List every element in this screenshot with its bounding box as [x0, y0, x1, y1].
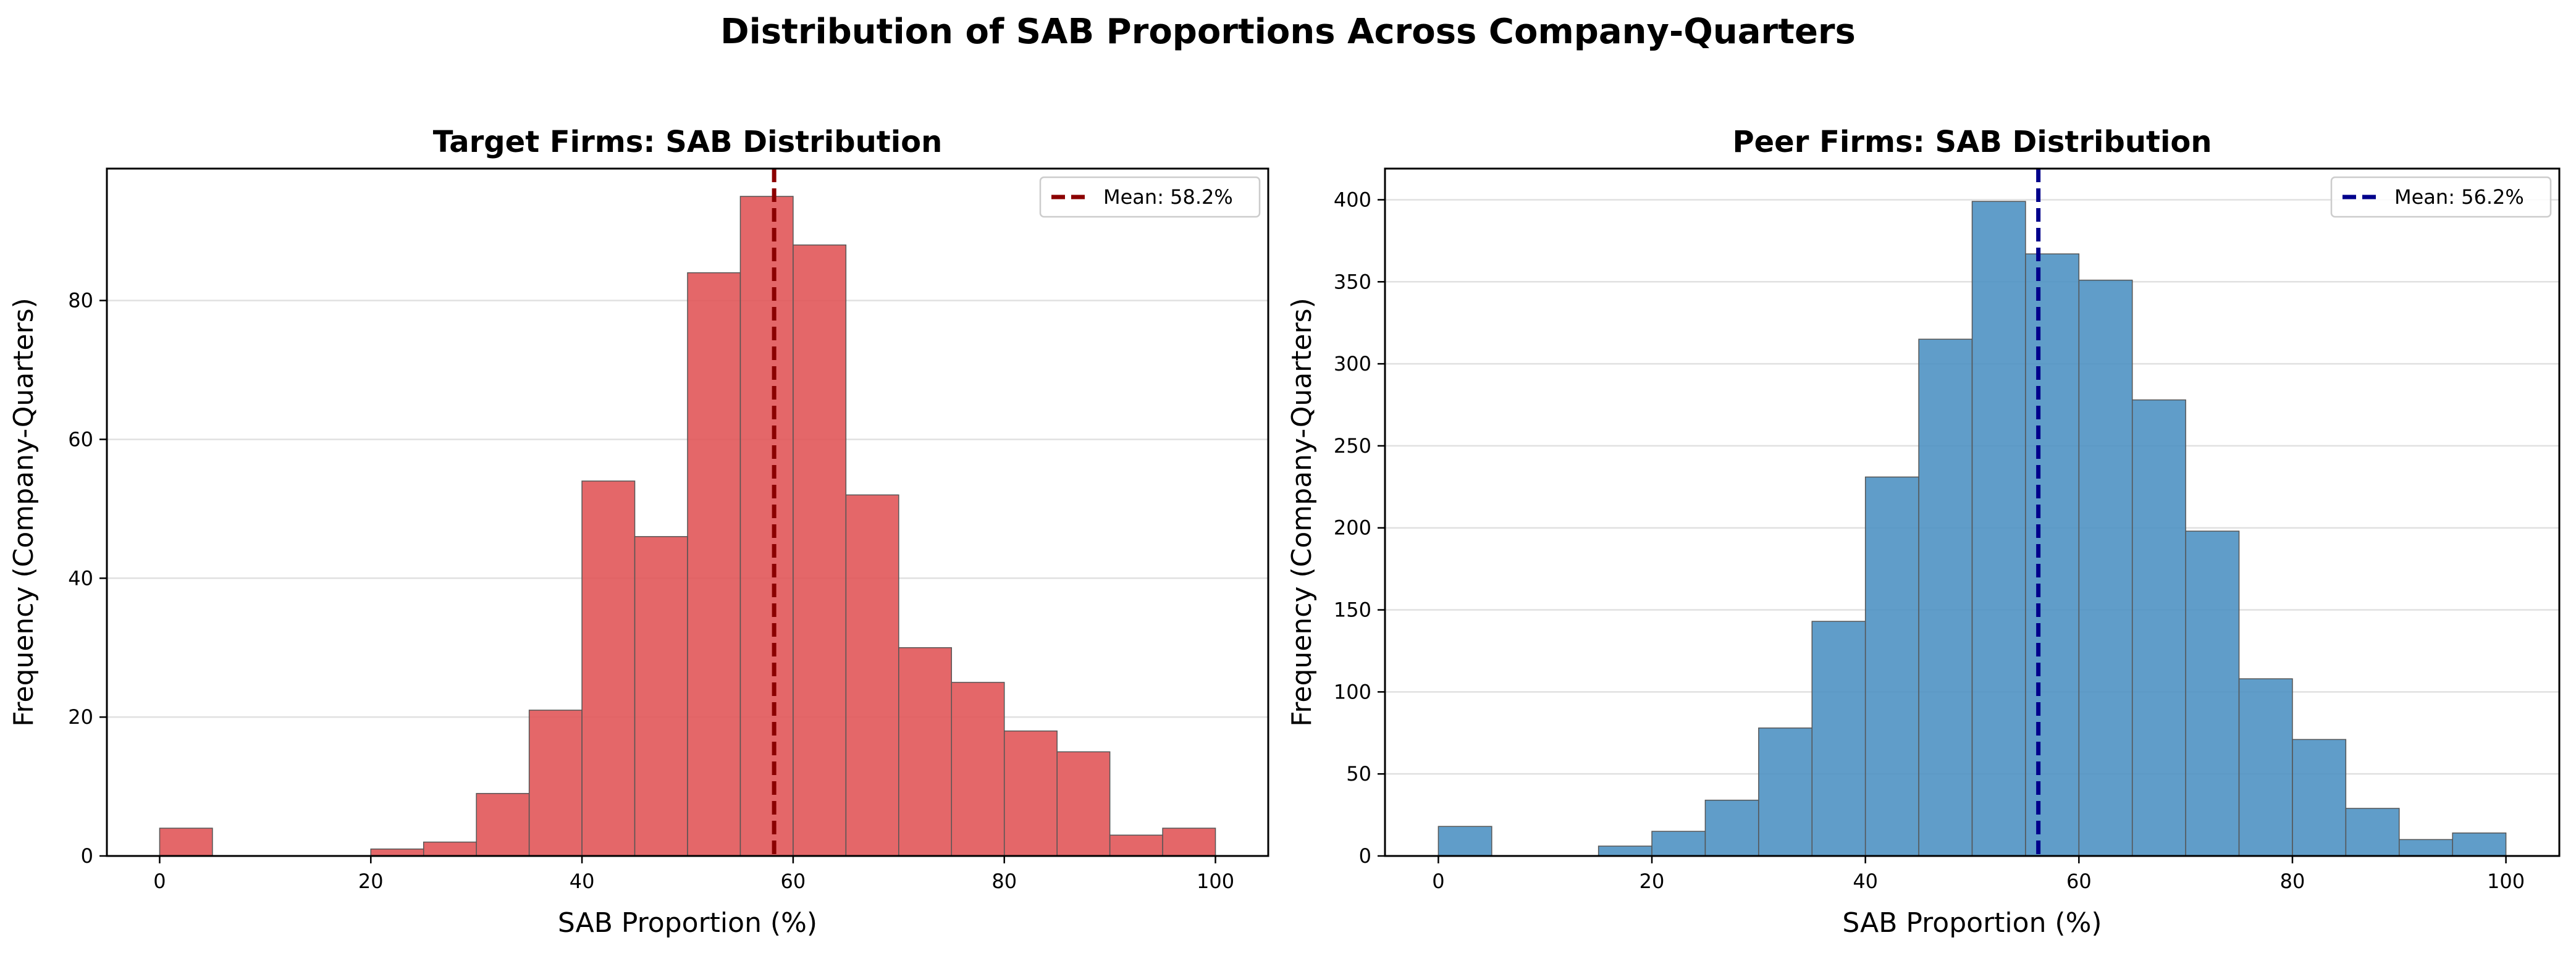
histogram-bar	[2131, 399, 2186, 857]
x-tick-label: 0	[1432, 870, 1444, 893]
histogram-bar	[1704, 799, 1759, 857]
histogram-bar	[845, 494, 899, 857]
y-tick-label: 0	[1359, 844, 1371, 868]
y-tick-label: 150	[1334, 598, 1371, 622]
histogram-bar	[1162, 828, 1216, 857]
histogram-bar	[2452, 832, 2507, 857]
histogram-bar	[1003, 730, 1058, 857]
histogram-bar	[581, 480, 636, 857]
histogram-bar	[1437, 826, 1492, 857]
x-axis-label: SAB Proportion (%)	[1842, 907, 2102, 939]
y-tick-label: 400	[1334, 188, 1371, 211]
histogram-bar	[1811, 621, 1866, 857]
histogram-bar	[739, 196, 794, 857]
y-axis-label: Frequency (Company-Quarters)	[8, 298, 40, 727]
legend-box	[1039, 176, 1261, 218]
y-tick-label: 350	[1334, 270, 1371, 293]
y-tick-label: 80	[68, 289, 93, 312]
histogram-bar	[2345, 808, 2400, 857]
peer-firms-panel: Peer Firms: SAB Distribution 0 20 40 60 80 100…	[1286, 125, 2561, 939]
y-tick-label: 60	[68, 427, 93, 451]
histogram-bar	[634, 536, 688, 857]
histogram-bar	[951, 682, 1005, 857]
histogram-bar	[159, 828, 213, 857]
x-axis-label: SAB Proportion (%)	[558, 907, 817, 939]
panel-title: Target Firms: SAB Distribution	[433, 125, 943, 159]
histogram-bar	[687, 272, 741, 857]
histogram-bar	[2292, 739, 2347, 857]
x-tick-label: 60	[781, 870, 806, 893]
histogram-bar	[1971, 201, 2026, 857]
panel-title: Peer Firms: SAB Distribution	[1732, 125, 2212, 159]
histogram-bar	[2078, 279, 2133, 857]
histogram-bar	[2399, 839, 2453, 857]
target-firms-panel: Target Firms: SAB Distribution 0 20 40 60 80 1…	[8, 125, 1269, 939]
histogram-bar	[1109, 834, 1163, 857]
x-tick-label: 40	[570, 870, 595, 893]
histogram-bar	[2185, 530, 2240, 857]
histogram-bar	[1918, 338, 1973, 857]
histogram-bar	[2025, 253, 2080, 857]
histogram-bar	[2238, 678, 2293, 857]
x-tick-label: 80	[2280, 870, 2305, 893]
y-tick-label: 200	[1334, 516, 1371, 540]
x-tick-label: 80	[991, 870, 1017, 893]
y-tick-label: 0	[81, 844, 93, 868]
histogram-bar	[528, 710, 583, 857]
histogram-bar	[1651, 831, 1706, 857]
x-tick-label: 100	[2487, 870, 2525, 893]
figure-title: Distribution of SAB Proportions Across C…	[720, 12, 1856, 52]
histogram-bar	[1597, 845, 1652, 857]
legend-label: Mean: 56.2%	[2394, 185, 2524, 209]
histogram-bar	[898, 647, 953, 857]
y-tick-label: 50	[1346, 762, 1371, 786]
x-tick-label: 100	[1197, 870, 1234, 893]
y-tick-label: 300	[1334, 352, 1371, 375]
x-tick-label: 60	[2066, 870, 2092, 893]
y-axis-label: Frequency (Company-Quarters)	[1286, 298, 1318, 727]
axes-frame	[106, 167, 1269, 857]
y-tick-label: 250	[1334, 434, 1371, 458]
legend-box	[2330, 176, 2552, 218]
y-tick-label: 40	[68, 566, 93, 590]
histogram-bar	[1864, 476, 1919, 857]
histogram-bar	[476, 793, 530, 857]
x-tick-label: 20	[1639, 870, 1665, 893]
histogram-bar	[423, 841, 477, 857]
histogram-bar	[370, 849, 424, 857]
x-tick-label: 20	[358, 870, 384, 893]
histogram-bar	[793, 244, 847, 857]
y-tick-label: 20	[68, 705, 93, 729]
axes-frame	[1384, 167, 2561, 857]
legend-label: Mean: 58.2%	[1103, 185, 1233, 209]
x-tick-label: 40	[1853, 870, 1878, 893]
x-tick-label: 0	[153, 870, 166, 893]
histogram-bar	[1758, 727, 1813, 857]
y-tick-label: 100	[1334, 680, 1371, 703]
histogram-bar	[1056, 751, 1111, 857]
